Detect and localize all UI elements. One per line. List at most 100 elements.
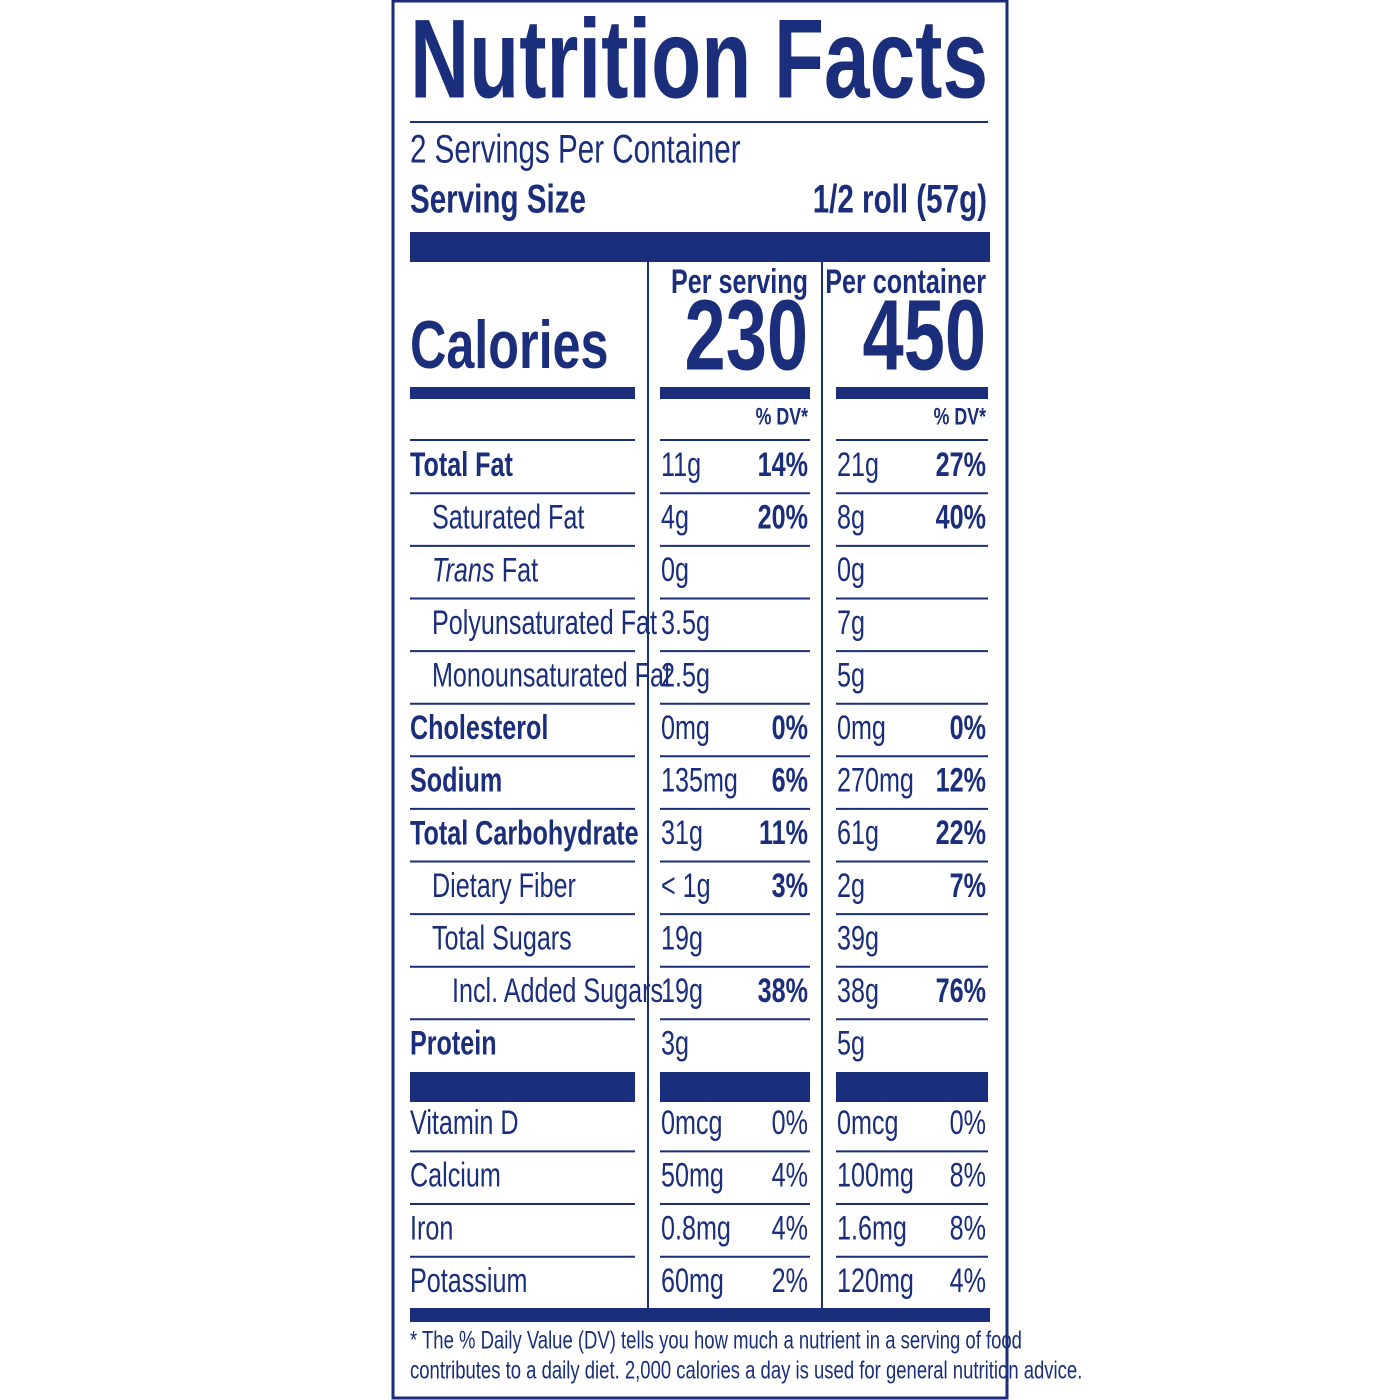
thick-bar [410,232,990,262]
medium-bar [836,387,988,399]
vitamin-name: Calcium [410,1157,501,1195]
dv-heading: % DV* [756,404,809,430]
column-heading: Per container [825,263,986,301]
nutrient-name: Dietary Fiber [432,867,576,905]
vitamin-amount: 0mcg [837,1104,898,1142]
nutrient-name-text: Total Carbohydrate [410,815,639,853]
nutrient-dv: 38% [758,972,808,1010]
nutrient-amount: 39g [837,920,879,958]
vitamin-amount: 1.6mg [837,1210,907,1248]
nutrient-name-text: Cholesterol [410,709,548,747]
nutrient-name-text: Total Fat [410,446,513,484]
nutrient-amount: 19g [661,972,703,1010]
nutrient-dv: 27% [936,446,986,484]
nutrient-amount: 2.5g [661,657,710,695]
vitamin-amount: 100mg [837,1157,914,1195]
vitamin-dv: 8% [950,1210,986,1248]
nutrient-amount: 0g [837,552,865,590]
nutrient-name-text: Incl. Added Sugars [452,972,663,1010]
nutrient-amount: 0mg [661,709,710,747]
nutrient-name: Saturated Fat [432,499,585,537]
medium-bar [410,387,635,399]
nutrient-amount: 270mg [837,762,914,800]
vitamin-dv: 8% [950,1157,986,1195]
nutrient-name-text: Protein [410,1025,497,1063]
calories-value: 450 [863,278,986,391]
nutrient-dv: 14% [758,446,808,484]
thick-bar [660,1072,810,1102]
vitamin-amount: 120mg [837,1263,914,1301]
footnote-line: * The % Daily Value (DV) tells you how m… [410,1326,1022,1354]
thick-bar [410,1308,990,1322]
vitamin-dv: 2% [772,1263,808,1301]
nutrient-amount: 31g [661,815,703,853]
thick-bar [410,1072,635,1102]
nutrient-amount: 3.5g [661,604,710,642]
vitamin-dv: 4% [772,1210,808,1248]
vitamin-amount: 50mg [661,1157,724,1195]
nutrient-amount: 0mg [837,709,886,747]
nutrient-dv: 0% [950,709,986,747]
nutrient-name: Monounsaturated Fat [432,657,672,695]
nutrient-name-text: Saturated Fat [432,499,585,537]
nutrient-name-italic: Trans [432,552,494,590]
dv-heading: % DV* [934,404,987,430]
nutrient-amount: 135mg [661,762,738,800]
servings-per-container: 2 Servings Per Container [410,127,741,171]
nutrient-dv: 12% [936,762,986,800]
label-title: Nutrition Facts [410,0,988,122]
nutrient-name-text: Total Sugars [432,920,572,958]
nutrient-name: Total Fat [410,446,513,484]
nutrient-amount: 8g [837,499,865,537]
nutrient-amount: 3g [661,1025,689,1063]
nutrient-amount: 7g [837,604,865,642]
vitamin-dv: 4% [950,1263,986,1301]
vitamin-amount: 60mg [661,1263,724,1301]
vitamin-name: Iron [410,1210,453,1248]
nutrient-dv: 40% [936,499,986,537]
nutrient-name-rest: Fat [502,552,539,590]
nutrient-amount: 11g [661,446,701,484]
vitamin-amount: 0mcg [661,1104,722,1142]
nutrient-dv: 76% [936,972,986,1010]
nutrient-dv: 6% [772,762,808,800]
vitamin-dv: 0% [950,1104,986,1142]
nutrient-name: Polyunsaturated Fat [432,604,658,642]
nutrient-name: Cholesterol [410,709,548,747]
calories-label: Calories [410,307,609,383]
vitamin-name: Vitamin D [410,1104,519,1142]
nutrient-name: Incl. Added Sugars [452,972,663,1010]
nutrient-amount: 4g [661,499,689,537]
vitamin-dv: 4% [772,1157,808,1195]
nutrient-amount: 38g [837,972,879,1010]
thick-bar [836,1072,988,1102]
text-layer: 2 Servings Per Container Serving Size 1/2 … [410,127,1082,1384]
calories-value: 230 [685,278,808,391]
nutrient-name: Trans Fat [432,552,539,590]
nutrient-dv: 7% [950,867,986,905]
nutrient-amount: 5g [837,1025,865,1063]
footnote-line: contributes to a daily diet. 2,000 calor… [410,1356,1082,1384]
nutrient-name-text: Sodium [410,762,502,800]
vitamin-dv: 0% [772,1104,808,1142]
nutrient-amount: 0g [661,552,689,590]
nutrient-amount: 61g [837,815,879,853]
vitamin-name: Potassium [410,1263,527,1301]
nutrient-amount: 21g [837,446,879,484]
serving-size-label: Serving Size [410,177,586,221]
nutrient-name: Total Sugars [432,920,572,958]
nutrient-name-text: Dietary Fiber [432,867,576,905]
nutrient-dv: 22% [936,815,986,853]
nutrient-name: Protein [410,1025,497,1063]
vitamin-amount: 0.8mg [661,1210,731,1248]
nutrient-amount: 19g [661,920,703,958]
column-heading: Per serving [671,263,808,301]
medium-bar [660,387,810,399]
nutrient-amount: 5g [837,657,865,695]
nutrient-name-text: Polyunsaturated Fat [432,604,658,642]
nutrient-dv: 3% [772,867,808,905]
nutrient-name: Sodium [410,762,502,800]
nutrient-amount: < 1g [661,867,711,905]
